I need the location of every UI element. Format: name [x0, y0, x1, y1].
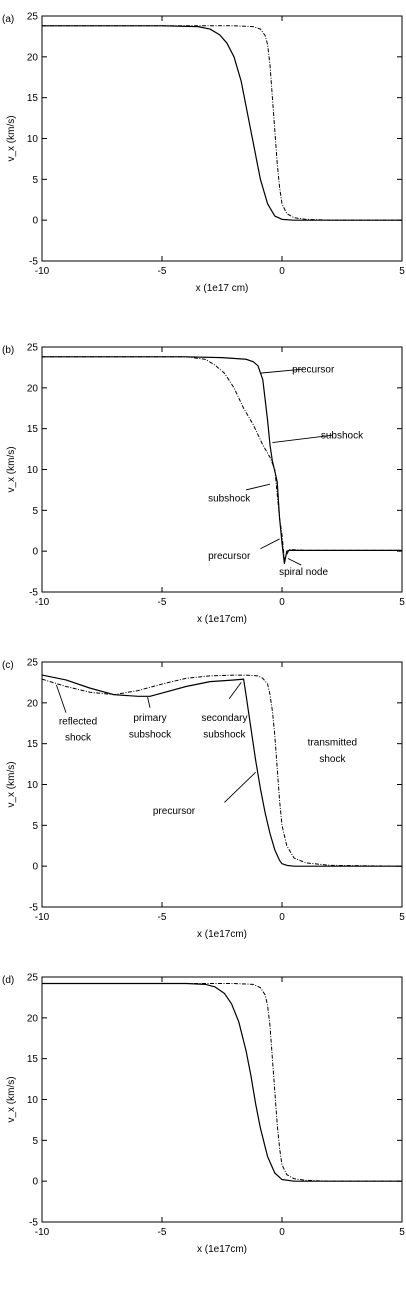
series-line-dashed — [42, 983, 402, 1182]
y-tick-label: 5 — [32, 175, 38, 186]
panel-label: (a) — [2, 14, 14, 25]
x-tick-label: 0 — [279, 597, 285, 608]
annotation-label: spiral node — [279, 567, 328, 578]
y-tick-label: 5 — [32, 821, 38, 832]
annotation-pointer — [287, 558, 302, 566]
x-axis-label: x (1e17cm) — [197, 614, 247, 625]
x-tick-label: -5 — [158, 266, 167, 277]
annotation-label: shock — [65, 733, 92, 744]
y-tick-label: 15 — [27, 424, 39, 435]
x-tick-label: -10 — [35, 1227, 50, 1238]
annotation-label: subshock — [203, 729, 246, 740]
y-tick-label: 25 — [27, 343, 39, 354]
annotation-pointer — [228, 682, 242, 700]
annotation-pointer — [245, 483, 271, 491]
y-tick-label: 20 — [27, 698, 39, 709]
y-tick-label: 10 — [27, 780, 39, 791]
y-tick-label: 0 — [32, 1177, 38, 1188]
annotation-label: precursor — [153, 806, 196, 817]
plot-frame — [41, 15, 403, 262]
annotation-label: precursor — [292, 365, 335, 376]
x-axis-label: x (1e17cm) — [197, 929, 247, 940]
annotation-pointer — [260, 538, 280, 550]
series-line-solid — [41, 674, 402, 867]
y-tick-label: -5 — [29, 903, 38, 914]
y-tick-label: 20 — [27, 1013, 39, 1024]
y-tick-label: 10 — [27, 1095, 39, 1106]
x-tick-label: -5 — [158, 912, 167, 923]
y-tick-label: -5 — [29, 588, 38, 599]
annotation-pointer — [147, 697, 151, 708]
plot-frame — [41, 661, 403, 908]
x-axis-label: x (1e17 cm) — [196, 283, 249, 294]
x-tick-label: -5 — [158, 597, 167, 608]
annotation-pointer — [260, 368, 304, 374]
y-axis-label: v_x (km/s) — [6, 115, 17, 161]
y-tick-label: -5 — [29, 1218, 38, 1229]
x-tick-label: -10 — [35, 266, 50, 277]
x-tick-label: 0 — [279, 912, 285, 923]
annotation-pointer — [55, 684, 67, 713]
annotation-label: reflected — [59, 716, 97, 727]
panel-label: (c) — [2, 660, 14, 671]
x-tick-label: 0 — [279, 266, 285, 277]
x-tick-label: -10 — [35, 912, 50, 923]
y-tick-label: 0 — [32, 547, 38, 558]
y-axis-label: v_x (km/s) — [6, 761, 17, 807]
x-tick-label: -5 — [158, 1227, 167, 1238]
series-line-solid — [42, 25, 402, 221]
y-tick-label: 25 — [27, 658, 39, 669]
y-tick-label: -5 — [29, 257, 38, 268]
series-line-dashed — [42, 25, 402, 221]
y-tick-label: 15 — [27, 1054, 39, 1065]
x-tick-label: 5 — [399, 1227, 405, 1238]
panel-label: (d) — [2, 975, 14, 986]
annotation-label: transmitted — [308, 738, 357, 749]
x-axis-label: x (1e17cm) — [197, 1244, 247, 1255]
annotation-pointer — [224, 771, 256, 803]
panel-label: (b) — [2, 345, 14, 356]
y-tick-label: 15 — [27, 93, 39, 104]
y-tick-label: 10 — [27, 465, 39, 476]
y-axis-label: v_x (km/s) — [6, 1076, 17, 1122]
annotation-label: precursor — [208, 551, 251, 562]
x-tick-label: 5 — [399, 912, 405, 923]
x-tick-label: 5 — [399, 266, 405, 277]
y-tick-label: 20 — [27, 383, 39, 394]
series-line-solid — [42, 982, 402, 1182]
series-line-dashed — [42, 356, 402, 560]
annotation-pointer — [272, 434, 333, 443]
series-line-solid — [42, 356, 402, 565]
annotation-label: subshock — [321, 431, 364, 442]
y-axis-label: v_x (km/s) — [6, 446, 17, 492]
y-tick-label: 0 — [32, 862, 38, 873]
y-tick-label: 5 — [32, 506, 38, 517]
x-tick-label: 0 — [279, 1227, 285, 1238]
plot-frame — [41, 976, 403, 1223]
annotation-label: subshock — [129, 729, 172, 740]
y-tick-label: 10 — [27, 134, 39, 145]
annotation-label: shock — [319, 754, 346, 765]
y-tick-label: 25 — [27, 973, 39, 984]
annotation-label: subshock — [208, 494, 251, 505]
series-line-dashed — [41, 674, 403, 867]
y-tick-label: 5 — [32, 1136, 38, 1147]
y-tick-label: 15 — [27, 739, 39, 750]
y-tick-label: 0 — [32, 216, 38, 227]
annotation-label: primary — [133, 713, 166, 724]
x-tick-label: 5 — [399, 597, 405, 608]
x-tick-label: -10 — [35, 597, 50, 608]
y-tick-label: 20 — [27, 52, 39, 63]
annotation-label: secondary — [201, 713, 247, 724]
y-tick-label: 25 — [27, 12, 39, 23]
